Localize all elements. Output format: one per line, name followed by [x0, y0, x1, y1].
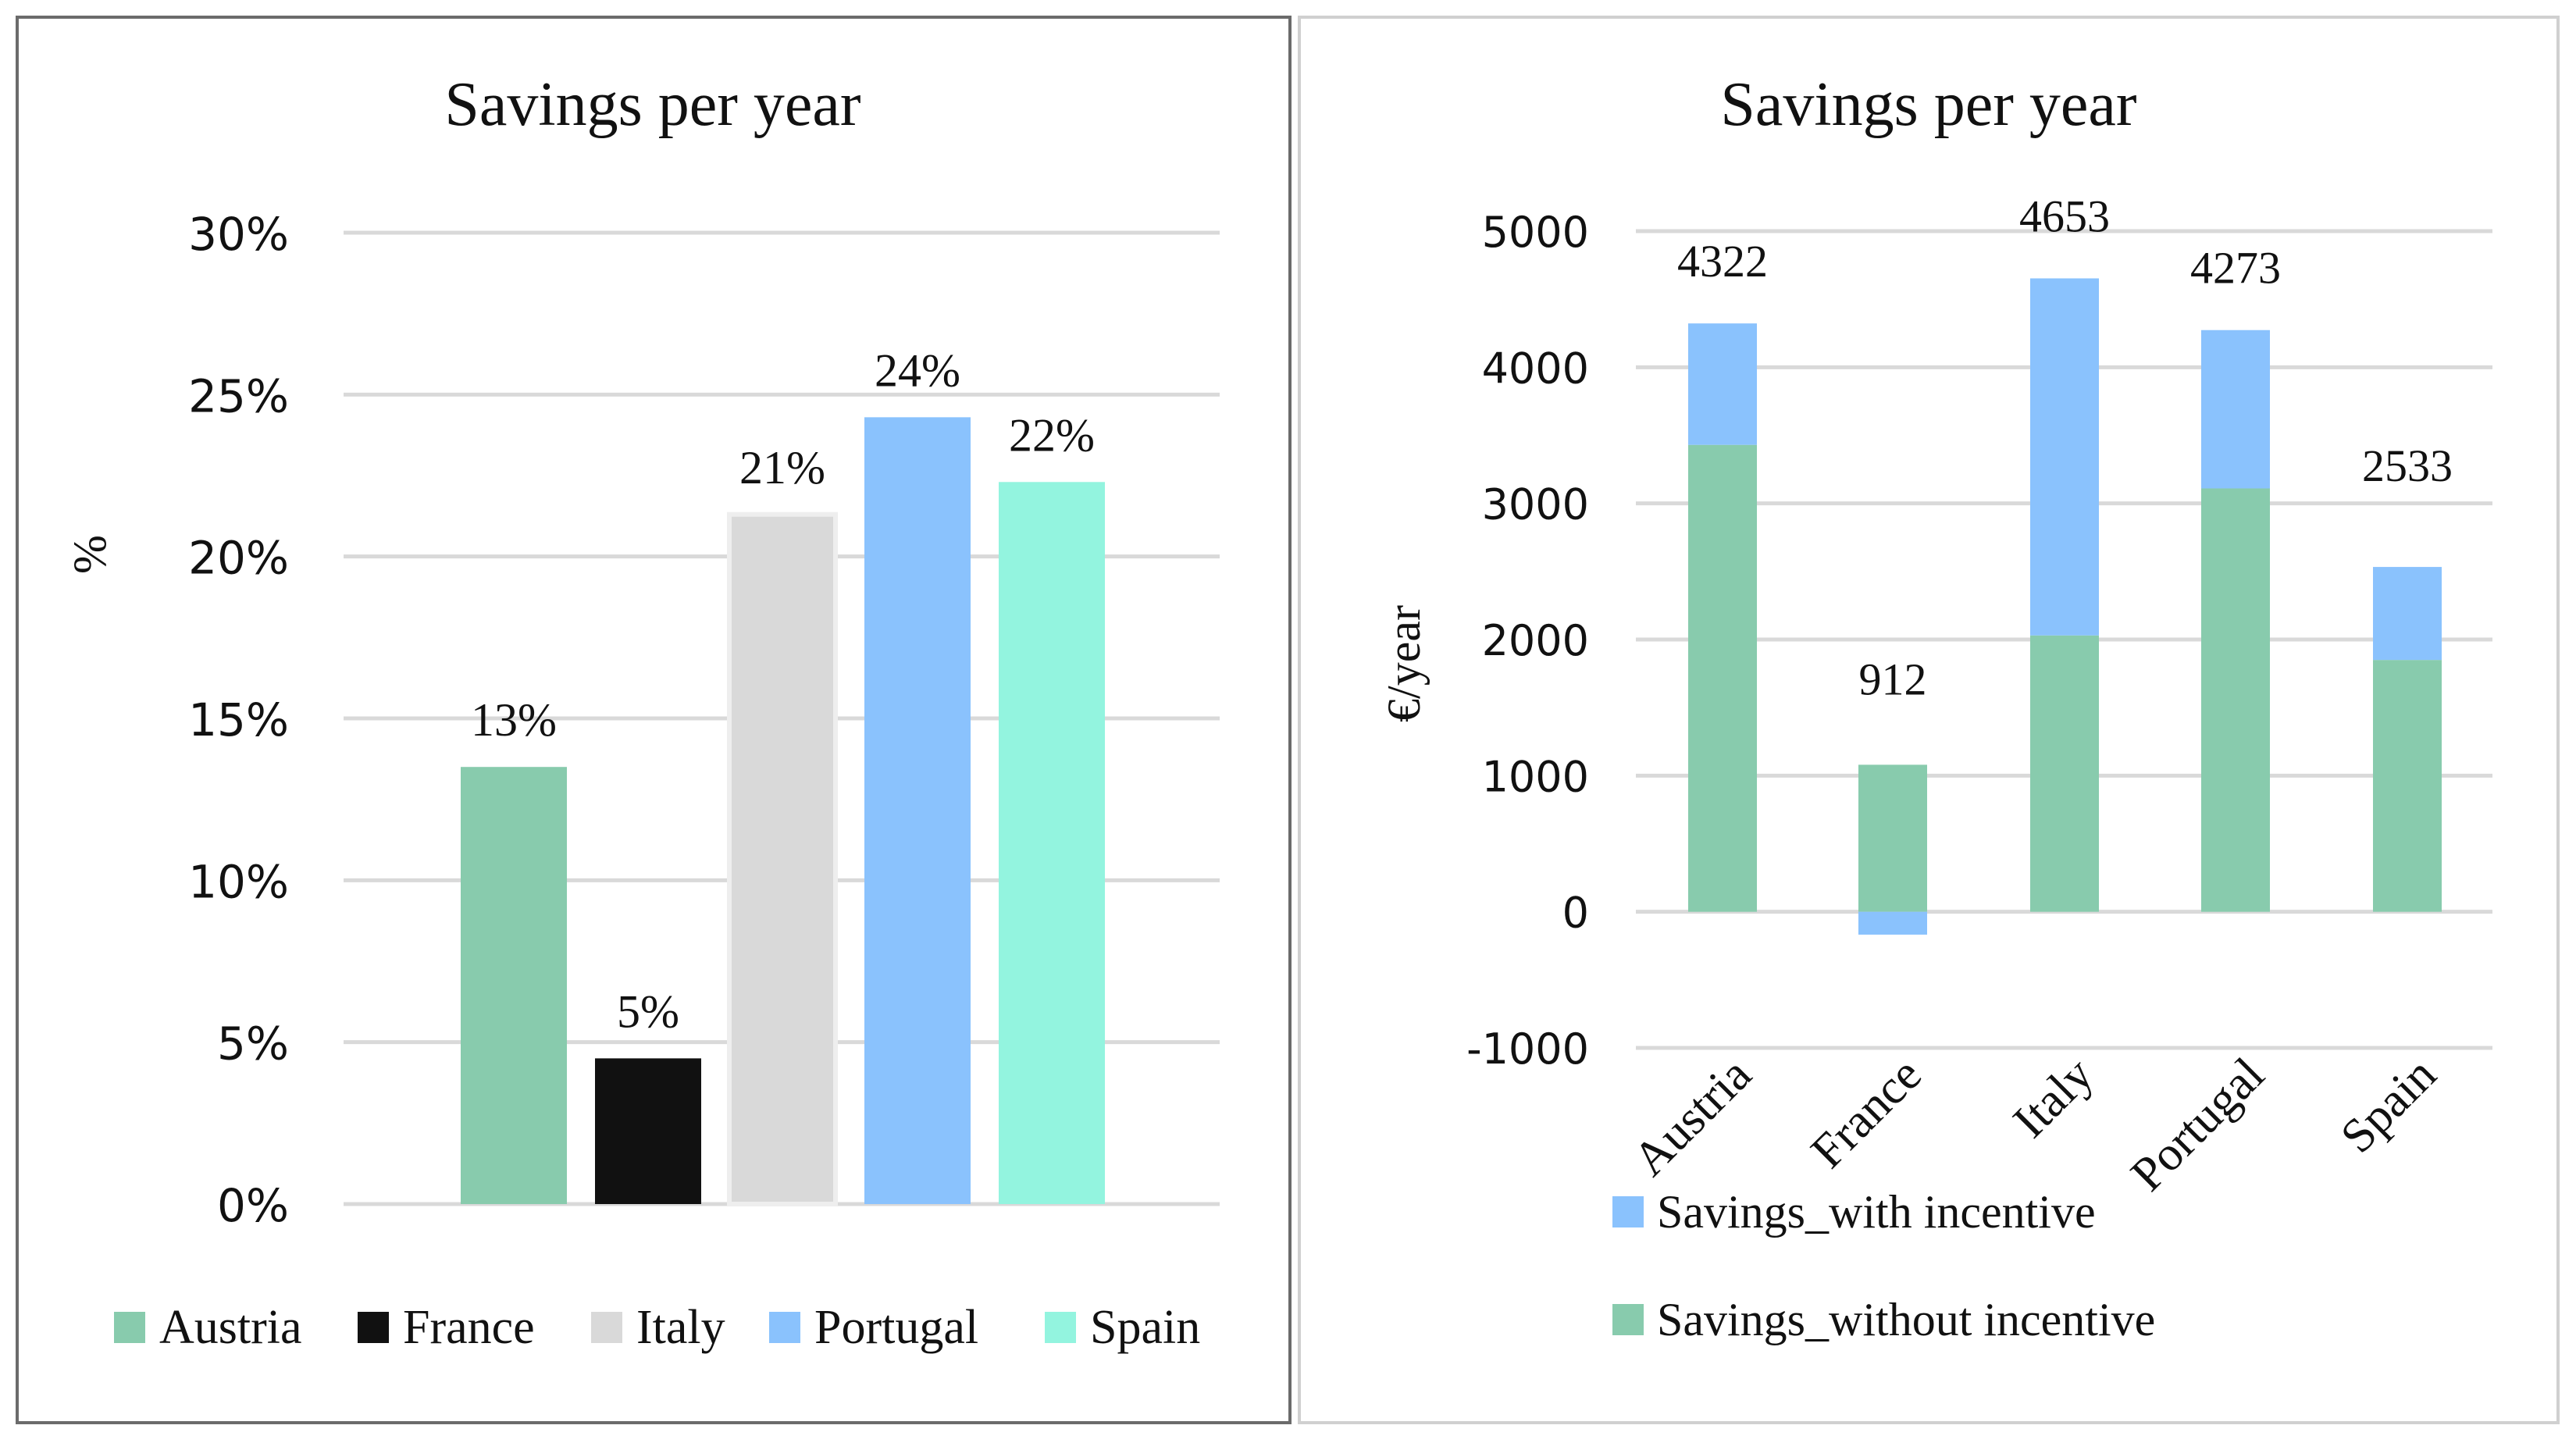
left-bar-austria — [461, 767, 567, 1204]
right-y-tick-label: 2000 — [1482, 616, 1589, 665]
right-y-tick-label: 3000 — [1482, 480, 1589, 529]
right-data-label: 4322 — [1677, 236, 1768, 287]
right-y-tick-label: 0 — [1562, 889, 1589, 938]
right-data-label: 2533 — [2362, 440, 2453, 491]
right-bar-with-portugal — [2201, 330, 2270, 489]
right-bar-with-spain — [2373, 567, 2442, 661]
right-bar-with-france — [1858, 911, 1927, 935]
right-y-tick-label: 1000 — [1482, 752, 1589, 801]
left-y-tick-label: 30% — [188, 208, 289, 261]
right-y-tick-label: -1000 — [1466, 1024, 1589, 1074]
left-bar-france — [595, 1058, 701, 1204]
right-legend-swatch — [1612, 1196, 1644, 1227]
right-bar-without-france — [1858, 764, 1927, 912]
right-y-tick-label: 5000 — [1482, 208, 1589, 257]
right-data-label: 912 — [1859, 654, 1927, 704]
right-chart-title: Savings per year — [1720, 70, 2136, 139]
right-legend-swatch — [1612, 1304, 1644, 1335]
left-data-label: 24% — [875, 344, 960, 396]
left-y-tick-label: 15% — [188, 693, 289, 746]
right-bar-with-austria — [1688, 323, 1757, 445]
percent-savings-chart: Savings per year % 0% 5% 10% 15% 20% 25% 30% 1… — [64, 70, 1220, 1354]
right-panel-frame — [1298, 16, 2560, 1424]
right-bar-with-italy — [2030, 278, 2099, 636]
legend-swatch-austria — [114, 1312, 145, 1343]
right-data-label: 4273 — [2190, 243, 2281, 294]
left-data-label: 22% — [1009, 409, 1095, 461]
right-y-axis-label: €/year — [1378, 605, 1430, 722]
left-legend: Austria France Italy Portugal Spain — [114, 1301, 1200, 1354]
legend-label-italy: Italy — [636, 1301, 725, 1354]
left-data-label: 21% — [739, 442, 825, 493]
right-y-tick-label: 4000 — [1482, 344, 1589, 393]
legend-swatch-spain — [1045, 1312, 1076, 1343]
left-bar-portugal — [864, 417, 971, 1204]
right-legend: Savings_with incentive Savings_without in… — [1612, 1186, 2155, 1345]
legend-label-portugal: Portugal — [814, 1301, 978, 1354]
legend-label-spain: Spain — [1090, 1301, 1200, 1354]
left-y-tick-label: 5% — [217, 1017, 289, 1071]
left-data-label: 5% — [617, 985, 679, 1037]
left-y-axis-label: % — [64, 535, 116, 574]
left-y-tick-label: 0% — [217, 1179, 289, 1232]
left-y-tick-label: 25% — [188, 369, 289, 422]
legend-swatch-france — [358, 1312, 389, 1343]
right-bar-without-austria — [1688, 444, 1757, 912]
left-y-tick-label: 10% — [188, 855, 289, 908]
legend-swatch-portugal — [769, 1312, 800, 1343]
legend-label-france: France — [403, 1301, 535, 1354]
left-data-label: 13% — [471, 694, 557, 746]
right-bar-without-italy — [2030, 635, 2099, 912]
right-legend-label: Savings_without incentive — [1657, 1294, 2155, 1345]
right-bar-without-spain — [2373, 660, 2442, 912]
left-y-tick-label: 20% — [188, 532, 289, 585]
right-legend-label: Savings_with incentive — [1657, 1186, 2096, 1238]
legend-label-austria: Austria — [159, 1301, 302, 1354]
right-data-label: 4653 — [2019, 191, 2110, 241]
left-bar-spain — [999, 482, 1105, 1204]
right-bar-without-portugal — [2201, 488, 2270, 912]
left-chart-title: Savings per year — [444, 70, 860, 139]
legend-swatch-italy — [591, 1312, 622, 1343]
left-bar-italy — [727, 511, 838, 1206]
